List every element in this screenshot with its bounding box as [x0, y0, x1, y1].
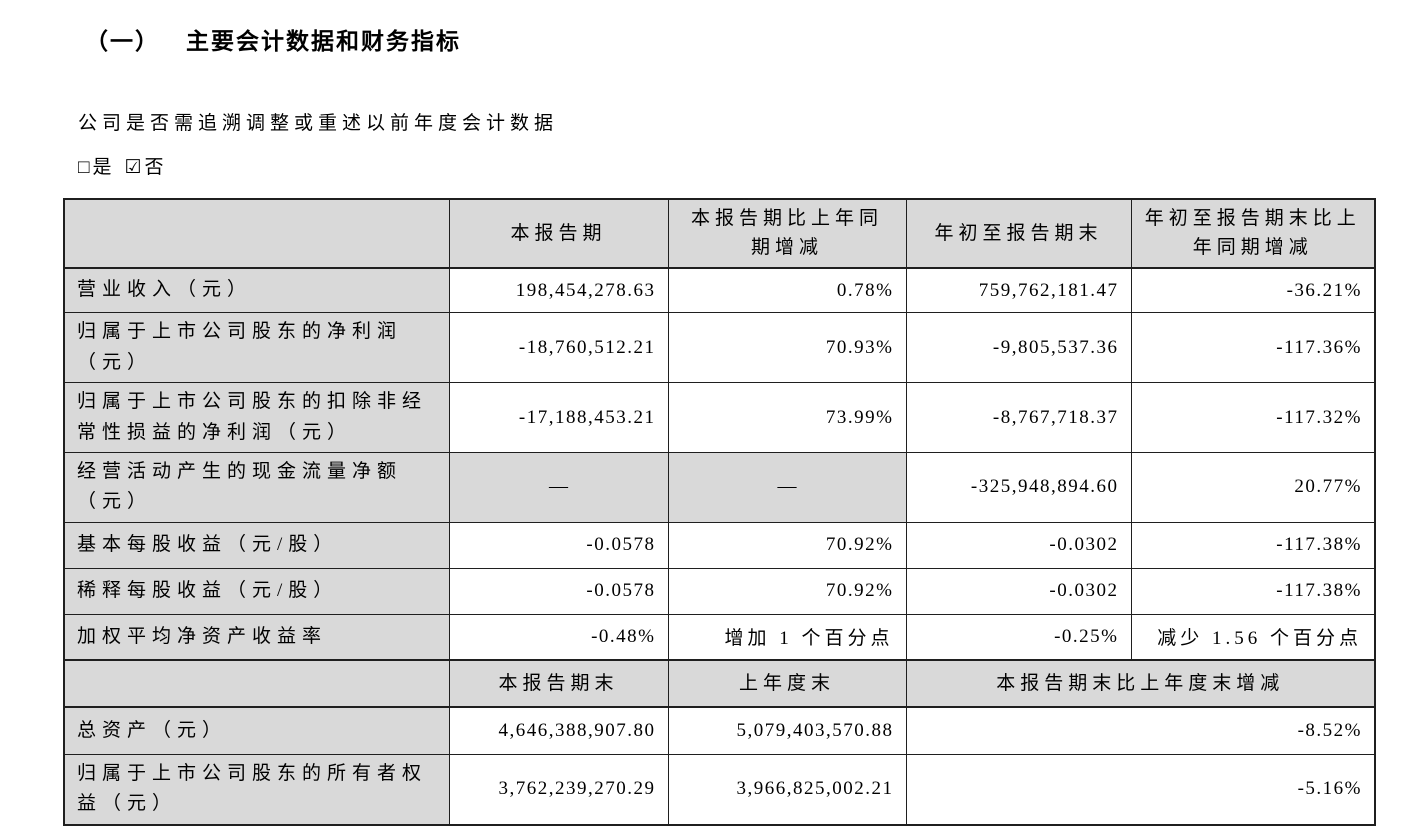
row-label: 归属于上市公司股东的扣除非经常性损益的净利润（元）: [63, 382, 450, 453]
cell-value: -117.32%: [1130, 382, 1376, 453]
cell-value: -8,767,718.37: [905, 382, 1132, 453]
header-empty-cell: [63, 198, 450, 269]
cell-dash: —: [667, 451, 907, 523]
cell-dash: —: [448, 451, 669, 523]
cell-value: -17,188,453.21: [448, 382, 669, 453]
cell-value: -325,948,894.60: [905, 451, 1132, 523]
row-label: 经营活动产生的现金流量净额（元）: [63, 451, 450, 523]
key-financials-table: 本报告期 本报告期比上年同期增减 年初至报告期末 年初至报告期末比上年同期增减 …: [63, 198, 1376, 826]
cell-value: 70.93%: [667, 312, 907, 384]
row-label: 归属于上市公司股东的净利润（元）: [63, 312, 450, 384]
cell-value: -117.36%: [1130, 312, 1376, 384]
table-row-diluted-eps: 稀释每股收益（元/股） -0.0578 70.92% -0.0302 -117.…: [63, 567, 1376, 615]
row-label: 基本每股收益（元/股）: [63, 521, 450, 569]
cell-value: -36.21%: [1130, 267, 1376, 314]
cell-value: -9,805,537.36: [905, 312, 1132, 384]
header-end-of-prior-year: 上年度末: [667, 659, 907, 709]
cell-value: 4,646,388,907.80: [448, 706, 669, 755]
table-row-operating-revenue: 营业收入（元） 198,454,278.63 0.78% 759,762,181…: [63, 267, 1376, 314]
cell-value: -0.0578: [448, 567, 669, 615]
checkbox-yes: □是: [78, 157, 115, 178]
cell-value: 减少 1.56 个百分点: [1130, 613, 1376, 662]
checkbox-no-checked: ☑否: [124, 157, 167, 178]
cell-value: 5,079,403,570.88: [667, 706, 907, 755]
table-row-weighted-avg-roe: 加权平均净资产收益率 -0.48% 增加 1 个百分点 -0.25% 减少 1.…: [63, 613, 1376, 662]
section-title: （一） 主要会计数据和财务指标: [85, 22, 1374, 56]
table-header-row-2: 本报告期末 上年度末 本报告期末比上年度末增减: [63, 659, 1376, 709]
header-end-of-period: 本报告期末: [448, 659, 669, 709]
cell-value: -5.16%: [905, 753, 1376, 826]
header-period-vs-prior-year: 本报告期末比上年度末增减: [905, 659, 1376, 709]
restate-question-text: 公司是否需追溯调整或重述以前年度会计数据: [78, 113, 559, 134]
table-header-row-1: 本报告期 本报告期比上年同期增减 年初至报告期末 年初至报告期末比上年同期增减: [63, 198, 1376, 269]
cell-value: 20.77%: [1130, 451, 1376, 523]
cell-value: 198,454,278.63: [448, 267, 669, 314]
cell-value: -0.48%: [448, 613, 669, 662]
cell-value: -0.0578: [448, 521, 669, 569]
row-label: 总资产（元）: [63, 706, 450, 755]
cell-value: 增加 1 个百分点: [667, 613, 907, 662]
cell-value: 3,966,825,002.21: [667, 753, 907, 826]
header-ytd-yoy: 年初至报告期末比上年同期增减: [1130, 198, 1376, 269]
cell-value: -0.25%: [905, 613, 1132, 662]
section-number: （一）: [85, 29, 160, 54]
cell-value: 3,762,239,270.29: [448, 753, 669, 826]
cell-value: 0.78%: [667, 267, 907, 314]
section-title-text: 主要会计数据和财务指标: [186, 29, 461, 54]
row-label: 稀释每股收益（元/股）: [63, 567, 450, 615]
cell-value: 759,762,181.47: [905, 267, 1132, 314]
cell-value: -117.38%: [1130, 567, 1376, 615]
cell-value: 70.92%: [667, 567, 907, 615]
cell-value: -117.38%: [1130, 521, 1376, 569]
cell-value: 70.92%: [667, 521, 907, 569]
table-row-equity-attributable: 归属于上市公司股东的所有者权益（元） 3,762,239,270.29 3,96…: [63, 753, 1376, 826]
header-current-period: 本报告期: [448, 198, 669, 269]
cell-value: -18,760,512.21: [448, 312, 669, 384]
header-empty-cell: [63, 659, 450, 709]
table-row-operating-cash-flow: 经营活动产生的现金流量净额（元） — — -325,948,894.60 20.…: [63, 451, 1376, 523]
table-row-basic-eps: 基本每股收益（元/股） -0.0578 70.92% -0.0302 -117.…: [63, 521, 1376, 569]
cell-value: -0.0302: [905, 567, 1132, 615]
restate-answer-line: □是 ☑否: [78, 152, 1374, 179]
header-ytd: 年初至报告期末: [905, 198, 1132, 269]
table-row-net-profit-excl-nonrecurring: 归属于上市公司股东的扣除非经常性损益的净利润（元） -17,188,453.21…: [63, 382, 1376, 453]
table-row-total-assets: 总资产（元） 4,646,388,907.80 5,079,403,570.88…: [63, 706, 1376, 755]
header-current-period-yoy: 本报告期比上年同期增减: [667, 198, 907, 269]
cell-value: -0.0302: [905, 521, 1132, 569]
row-label: 加权平均净资产收益率: [63, 613, 450, 662]
cell-value: 73.99%: [667, 382, 907, 453]
cell-value: -8.52%: [905, 706, 1376, 755]
row-label: 归属于上市公司股东的所有者权益（元）: [63, 753, 450, 826]
table-row-net-profit-attributable: 归属于上市公司股东的净利润（元） -18,760,512.21 70.93% -…: [63, 312, 1376, 384]
row-label: 营业收入（元）: [63, 267, 450, 314]
